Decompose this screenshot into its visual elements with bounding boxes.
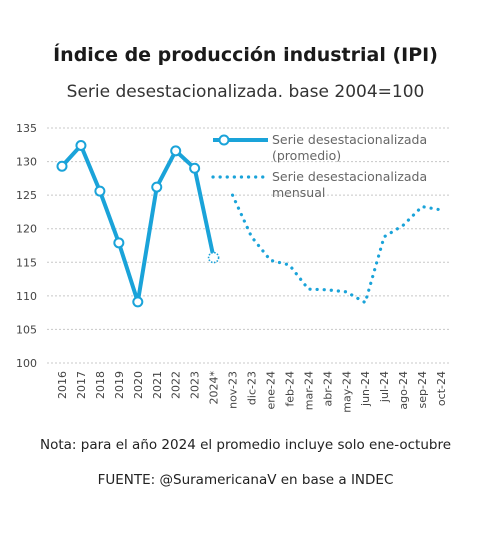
x-tick-label: abr-24 [321, 371, 334, 407]
legend-label-mensual: mensual [272, 185, 325, 200]
y-axis: 100 105 110 115 120 125 130 135 [16, 122, 37, 370]
x-tick-label: dic-23 [246, 371, 259, 405]
chart-subtitle: Serie desestacionalizada. base 2004=100 [66, 82, 425, 102]
series-line-mensual [230, 193, 443, 305]
data-point [56, 160, 68, 172]
legend-label-promedio: Serie desestacionalizada [272, 132, 427, 147]
legend-label-promedio: (promedio) [272, 148, 341, 163]
y-tick-label: 120 [16, 223, 37, 236]
x-tick-label: 2017 [75, 371, 88, 399]
x-tick-label: jun-24 [359, 371, 372, 407]
data-point [75, 139, 87, 151]
x-tick-label: jul-24 [378, 371, 391, 403]
y-tick-label: 135 [16, 122, 37, 135]
y-tick-label: 110 [16, 290, 37, 303]
x-tick-label: 2023 [189, 371, 202, 399]
chart-note: Nota: para el año 2024 el promedio inclu… [39, 437, 452, 453]
y-tick-label: 100 [16, 357, 37, 370]
x-tick-label: mar-24 [302, 371, 315, 410]
y-tick-label: 105 [16, 323, 37, 336]
x-tick-label: may-24 [340, 371, 353, 413]
x-tick-label: 2020 [132, 371, 145, 399]
data-point [113, 237, 125, 249]
data-point [207, 251, 220, 264]
legend-marker-promedio [218, 134, 230, 146]
legend-label-mensual: Serie desestacionalizada [272, 169, 427, 184]
chart-grid [47, 127, 450, 364]
data-point [94, 185, 106, 197]
x-tick-label: oct-24 [435, 371, 448, 406]
x-tick-label: nov-23 [227, 371, 240, 409]
x-tick-label: 2016 [56, 371, 69, 399]
x-tick-label: 2018 [94, 371, 107, 399]
x-tick-label: 2024* [208, 371, 221, 405]
x-tick-label: feb-24 [283, 371, 296, 407]
data-point [170, 145, 182, 157]
x-axis: 2016 2017 2018 2019 2020 2021 2022 2023 2024* nov… [56, 371, 448, 413]
x-tick-label: 2022 [170, 371, 183, 399]
x-tick-label: ene-24 [264, 371, 277, 409]
y-tick-label: 115 [16, 256, 37, 269]
data-point [151, 181, 163, 193]
x-tick-label: ago-24 [397, 371, 410, 410]
x-tick-label: sep-24 [416, 371, 429, 408]
y-tick-label: 130 [16, 156, 37, 169]
series-line-promedio-2024 [192, 167, 216, 259]
chart-source: FUENTE: @SuramericanaV en base a INDEC [97, 472, 394, 488]
x-tick-label: 2019 [113, 371, 126, 399]
x-tick-label: 2021 [151, 371, 164, 399]
data-point [132, 296, 144, 308]
y-tick-label: 125 [16, 189, 37, 202]
chart-title: Índice de producción industrial (IPI) [53, 44, 438, 66]
series-line-promedio [60, 143, 197, 304]
plot-area [56, 139, 443, 308]
chart-legend: Serie desestacionalizada(promedio)Serie … [211, 132, 427, 200]
data-point [189, 162, 201, 174]
